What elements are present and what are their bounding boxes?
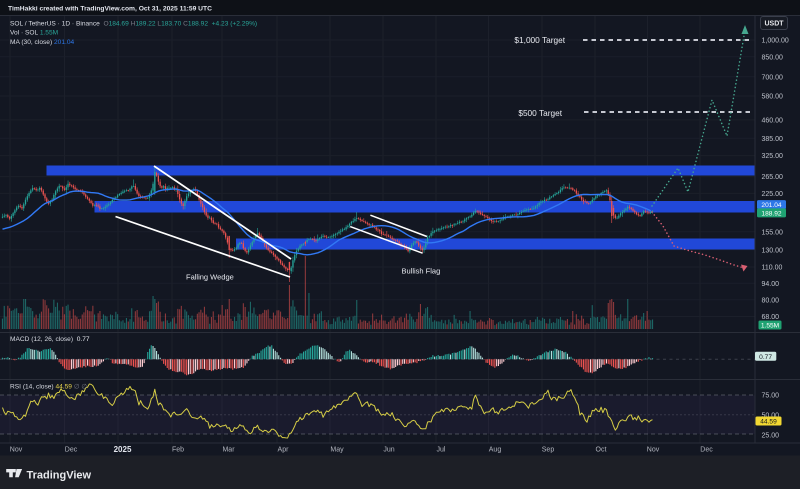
svg-text:USDT: USDT <box>764 21 784 28</box>
svg-text:Aug: Aug <box>489 447 502 454</box>
svg-text:Mar: Mar <box>222 447 235 454</box>
svg-text:850.00: 850.00 <box>762 54 784 61</box>
svg-text:$1,000 Target: $1,000 Target <box>514 35 565 45</box>
svg-text:1.55M: 1.55M <box>761 323 779 330</box>
svg-text:460.00: 460.00 <box>762 118 784 125</box>
svg-text:94.00: 94.00 <box>762 281 780 288</box>
svg-text:Vol · SOL 1.55M: Vol · SOL 1.55M <box>10 30 58 37</box>
svg-text:325.00: 325.00 <box>762 153 784 160</box>
svg-text:68.00: 68.00 <box>762 314 780 321</box>
svg-text:75.00: 75.00 <box>762 393 780 400</box>
svg-text:SOL / TetherUS · 1D · Binance: SOL / TetherUS · 1D · Binance O184.69 H1… <box>10 21 257 28</box>
svg-text:Falling Wedge: Falling Wedge <box>186 272 234 281</box>
svg-text:0.77: 0.77 <box>759 354 772 361</box>
svg-text:Jul: Jul <box>437 447 446 454</box>
svg-text:MACD (12, 26, close) 0.77: MACD (12, 26, close) 0.77 <box>10 336 90 343</box>
svg-text:2025: 2025 <box>114 445 132 454</box>
svg-text:MA (30, close) 201.04: MA (30, close) 201.04 <box>10 39 74 46</box>
svg-text:188.92: 188.92 <box>761 211 782 218</box>
svg-text:Oct: Oct <box>596 447 607 454</box>
svg-text:Dec: Dec <box>700 447 713 454</box>
svg-text:Apr: Apr <box>278 447 290 454</box>
svg-text:225.00: 225.00 <box>762 191 784 198</box>
svg-text:Nov: Nov <box>647 447 660 454</box>
svg-text:110.00: 110.00 <box>762 265 783 272</box>
svg-text:Feb: Feb <box>172 447 184 454</box>
svg-text:700.00: 700.00 <box>762 74 784 81</box>
svg-text:Bullish Flag: Bullish Flag <box>402 266 441 275</box>
svg-text:RSI (14, close) 44.59 ∅ ∅: RSI (14, close) 44.59 ∅ ∅ <box>10 384 87 391</box>
svg-text:201.04: 201.04 <box>761 202 782 209</box>
svg-text:TimHakki created with TradingV: TimHakki created with TradingView.com, O… <box>8 6 212 13</box>
svg-text:44.59: 44.59 <box>760 419 777 426</box>
svg-text:130.00: 130.00 <box>762 247 784 254</box>
svg-text:1,000.00: 1,000.00 <box>762 38 789 45</box>
svg-text:Sep: Sep <box>542 447 555 454</box>
svg-text:$500 Target: $500 Target <box>518 108 562 118</box>
svg-text:155.00: 155.00 <box>762 229 784 236</box>
svg-text:25.00: 25.00 <box>762 433 780 440</box>
svg-text:385.00: 385.00 <box>762 136 784 143</box>
svg-text:50.00: 50.00 <box>762 413 780 420</box>
svg-text:580.00: 580.00 <box>762 94 784 101</box>
svg-text:80.00: 80.00 <box>762 297 780 304</box>
svg-text:Nov: Nov <box>10 447 23 454</box>
svg-text:265.00: 265.00 <box>762 174 784 181</box>
svg-text:TradingView: TradingView <box>27 469 92 481</box>
svg-text:May: May <box>330 447 344 454</box>
svg-text:Jun: Jun <box>383 447 394 454</box>
svg-text:Dec: Dec <box>65 447 78 454</box>
